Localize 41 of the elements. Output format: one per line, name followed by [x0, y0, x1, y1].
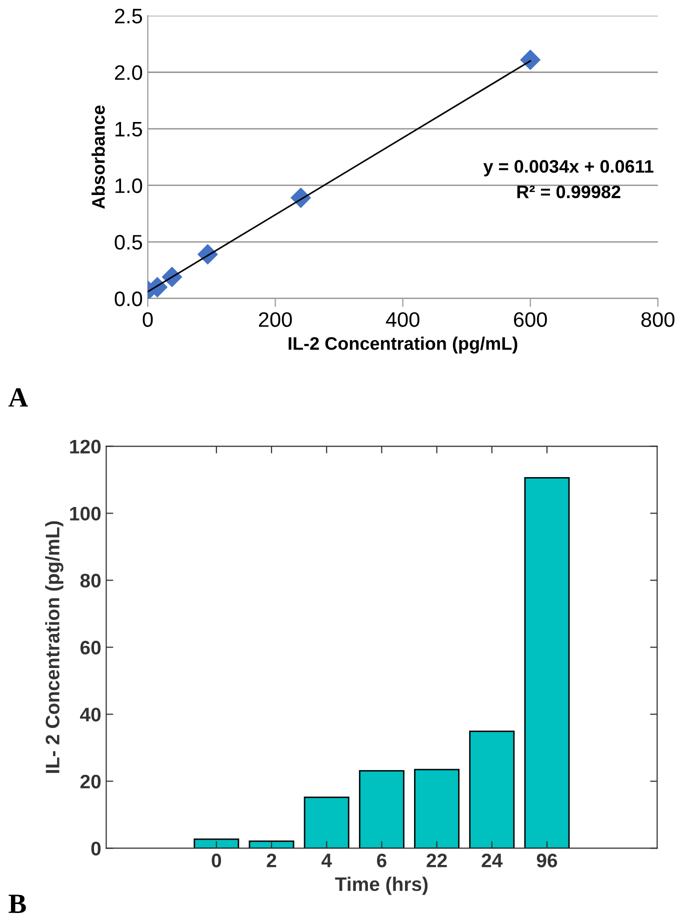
y-tick-label: 2.0 [115, 65, 142, 80]
x-tick-label: 96 [536, 854, 558, 868]
annotation: y = 0.0034x + 0.0611 [483, 160, 654, 176]
y-axis-title: IL- 2 Concentration (pg/mL) [45, 521, 64, 773]
x-tick-label: 400 [386, 312, 420, 327]
y-tick-label: 1.5 [116, 122, 142, 137]
x-tick-label: 6 [377, 854, 386, 868]
bar [358, 770, 404, 848]
x-tick-label: 0 [212, 854, 222, 868]
y-tick-label: 80 [80, 574, 101, 588]
bar [194, 838, 240, 848]
x-tick-label: 2 [266, 854, 276, 868]
bar [414, 768, 460, 848]
y-axis-title: Absorbance [92, 106, 105, 209]
bar [524, 477, 570, 848]
x-tick-label: 0 [142, 312, 153, 327]
x-tick-label: 600 [514, 312, 547, 327]
y-tick-label: 0 [91, 842, 101, 856]
x-tick-label: 24 [482, 854, 503, 868]
annotation: R² = 0.99982 [517, 185, 620, 198]
point [520, 50, 541, 70]
bar [248, 840, 294, 848]
y-tick-label: 0.0 [114, 291, 142, 306]
x-tick-label: 200 [258, 312, 292, 327]
y-tick-label: 40 [80, 708, 101, 722]
x-axis-title: IL-2 Concentration (pg/mL) [288, 336, 518, 354]
y-tick-label: 100 [70, 506, 101, 521]
x-tick-label: 800 [641, 312, 674, 327]
y-tick-label: 120 [70, 440, 101, 454]
y-tick-label: 2.5 [115, 8, 142, 24]
x-tick-label: 4 [321, 854, 332, 868]
y-tick-label: 1.0 [116, 178, 142, 194]
y-tick-label: 0.5 [114, 234, 142, 250]
x-tick-label: 22 [426, 854, 447, 868]
bar [469, 730, 515, 848]
y-tick-label: 20 [80, 774, 101, 788]
bar [304, 796, 350, 848]
text: A [8, 388, 28, 407]
text: B [8, 894, 26, 913]
x-axis-title: Time (hrs) [335, 876, 428, 895]
y-tick-label: 60 [80, 640, 101, 654]
